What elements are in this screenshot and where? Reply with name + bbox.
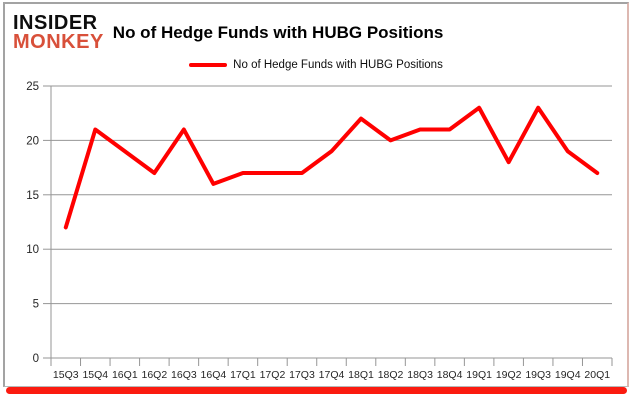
- y-tick-label: 5: [33, 299, 39, 311]
- x-tick-label: 17Q3: [289, 369, 315, 381]
- x-tick-label: 16Q3: [171, 369, 197, 381]
- y-tick-label: 15: [26, 190, 39, 202]
- y-tick-label: 10: [26, 244, 39, 256]
- x-tick-label: 15Q4: [82, 369, 108, 381]
- chart-header: INSIDER MONKEY No of Hedge Funds with HU…: [5, 4, 627, 56]
- x-tick-label: 16Q2: [141, 369, 167, 381]
- series-line: [63, 105, 600, 230]
- legend-line-swatch: [189, 63, 228, 67]
- legend: No of Hedge Funds with HUBG Positions: [5, 56, 627, 74]
- y-tick-label: 20: [26, 135, 39, 147]
- x-tick-label: 16Q1: [112, 369, 138, 381]
- x-tick-label: 19Q3: [525, 369, 551, 381]
- line-chart: 0 5 10 15 20 25 15Q3 15Q4 16Q1 16Q2 16Q3 16Q4 17Q1 17…: [26, 81, 613, 381]
- chart-title: No of Hedge Funds with HUBG Positions: [112, 22, 444, 42]
- logo-insider-text: INSIDER: [13, 11, 98, 34]
- insider-monkey-logo: INSIDER MONKEY: [13, 11, 104, 53]
- x-tick-label: 17Q2: [260, 369, 286, 381]
- x-tick-label: 16Q4: [201, 369, 227, 381]
- x-tick-label: 15Q3: [53, 369, 79, 381]
- x-tick-label: 18Q2: [378, 369, 404, 381]
- x-tick-label: 17Q1: [230, 369, 256, 381]
- x-tick-label: 17Q4: [319, 369, 345, 381]
- y-tick-label: 0: [33, 353, 39, 365]
- x-tick-label: 19Q1: [466, 369, 492, 381]
- x-tick-label: 18Q3: [407, 369, 433, 381]
- x-tick-label: 20Q1: [584, 369, 610, 381]
- x-tick-label: 18Q1: [348, 369, 374, 381]
- x-tick-label: 19Q4: [555, 369, 581, 381]
- x-tick-label: 18Q4: [437, 369, 463, 381]
- y-tick-label: 25: [26, 81, 39, 93]
- chart-card: INSIDER MONKEY No of Hedge Funds with HU…: [3, 2, 629, 387]
- card-red-shadow: [6, 387, 627, 394]
- x-tick-label: 19Q2: [496, 369, 522, 381]
- legend-label: No of Hedge Funds with HUBG Positions: [233, 59, 443, 71]
- logo-monkey-text: MONKEY: [13, 30, 104, 53]
